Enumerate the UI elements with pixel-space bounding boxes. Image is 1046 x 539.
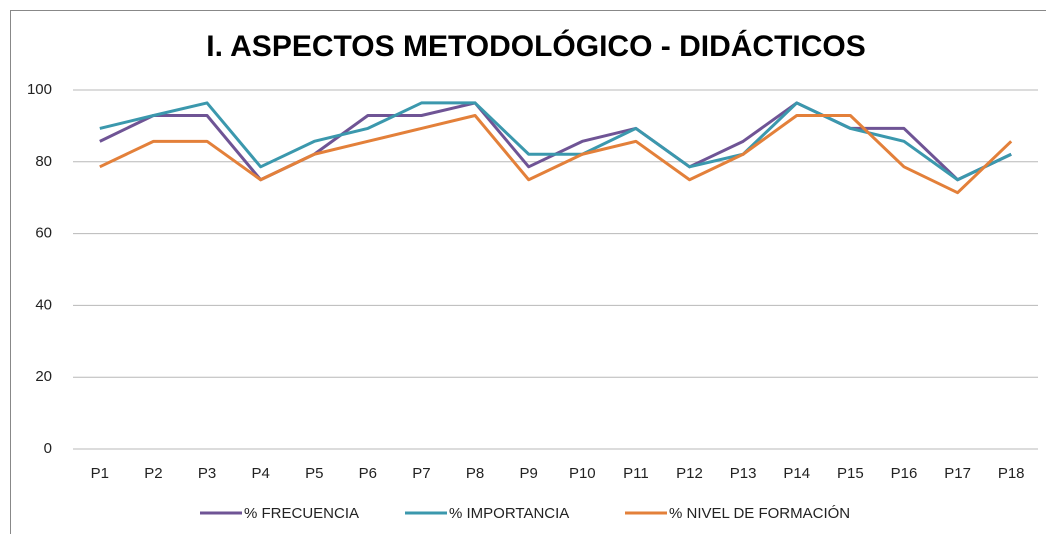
y-tick-label: 80: [35, 153, 52, 170]
x-tick-label: P2: [144, 465, 162, 482]
x-tick-label: P5: [305, 465, 323, 482]
x-tick-label: P13: [730, 465, 757, 482]
chart-frame: [11, 11, 1046, 535]
x-tick-label: P9: [520, 465, 538, 482]
x-tick-label: P3: [198, 465, 216, 482]
y-tick-label: 100: [27, 81, 52, 98]
x-tick-label: P7: [412, 465, 430, 482]
x-tick-label: P14: [783, 465, 810, 482]
x-tick-label: P10: [569, 465, 596, 482]
x-tick-label: P18: [998, 465, 1025, 482]
x-tick-label: P17: [944, 465, 971, 482]
legend-label: % NIVEL DE FORMACIÓN: [669, 505, 850, 522]
y-tick-label: 60: [35, 225, 52, 242]
x-tick-label: P15: [837, 465, 864, 482]
y-tick-label: 20: [35, 368, 52, 385]
x-tick-label: P8: [466, 465, 484, 482]
y-tick-label: 40: [35, 296, 52, 313]
legend-label: % IMPORTANCIA: [449, 505, 569, 522]
x-tick-label: P1: [91, 465, 109, 482]
x-tick-label: P16: [891, 465, 918, 482]
x-tick-label: P6: [359, 465, 377, 482]
chart-title: I. ASPECTOS METODOLÓGICO - DIDÁCTICOS: [206, 29, 866, 63]
x-tick-label: P12: [676, 465, 703, 482]
x-tick-label: P11: [623, 465, 649, 482]
y-tick-label: 0: [44, 440, 52, 457]
x-tick-label: P4: [251, 465, 269, 482]
legend-label: % FRECUENCIA: [244, 505, 359, 522]
